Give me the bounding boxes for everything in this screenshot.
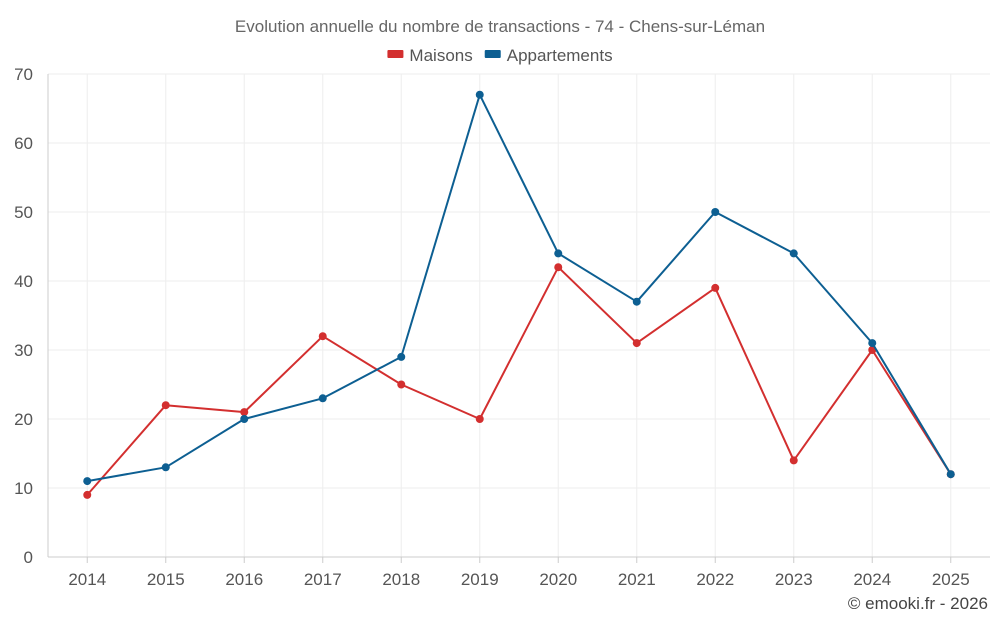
y-tick-label: 40 [14, 272, 33, 291]
y-axis: 0 10 20 30 40 50 60 70 [14, 65, 33, 567]
data-point-appartements[interactable] [475, 90, 484, 99]
data-point-appartements[interactable] [946, 470, 955, 479]
y-tick-label: 10 [14, 479, 33, 498]
legend-swatch-appartements[interactable] [484, 50, 501, 58]
x-tick-label: 2021 [618, 570, 656, 589]
y-tick-label: 70 [14, 65, 33, 84]
data-point-maisons[interactable] [632, 339, 641, 348]
data-point-appartements[interactable] [240, 415, 249, 423]
chart-title: Evolution annuelle du nombre de transact… [235, 17, 765, 36]
data-point-appartements[interactable] [161, 463, 170, 472]
data-point-maisons[interactable] [318, 332, 327, 341]
x-tick-label: 2023 [775, 570, 813, 589]
y-tick-label: 20 [14, 410, 33, 429]
data-point-appartements[interactable] [868, 339, 877, 348]
y-tick-label: 60 [14, 134, 33, 153]
x-tick-label: 2014 [68, 570, 106, 589]
y-tick-label: 30 [14, 341, 33, 360]
data-point-maisons[interactable] [240, 408, 249, 417]
x-tick-label: 2018 [382, 570, 420, 589]
data-point-appartements[interactable] [318, 394, 327, 403]
series-layer [83, 90, 955, 499]
x-tick-label: 2016 [225, 570, 263, 589]
data-point-maisons[interactable] [83, 490, 92, 499]
series-line-appartements [87, 93, 952, 483]
x-tick-label: 2024 [853, 570, 891, 589]
legend-label-maisons[interactable]: Maisons [409, 46, 472, 65]
data-point-appartements[interactable] [711, 208, 720, 216]
x-tick-label: 2025 [932, 570, 970, 589]
legend: Maisons Appartements [387, 46, 613, 65]
x-tick-label: 2017 [304, 570, 342, 589]
data-point-appartements[interactable] [632, 297, 641, 306]
x-tick-label: 2022 [696, 570, 734, 589]
legend-swatch-maisons[interactable] [387, 50, 404, 58]
y-tick-label: 50 [14, 203, 33, 222]
series-line-maisons [86, 266, 952, 496]
data-point-maisons[interactable] [397, 380, 406, 389]
legend-label-appartements[interactable]: Appartements [507, 46, 613, 65]
data-point-maisons[interactable] [161, 401, 170, 410]
grid [47, 73, 990, 558]
x-tick-label: 2019 [461, 570, 499, 589]
data-point-maisons[interactable] [789, 456, 798, 465]
x-tick-label: 2020 [539, 570, 577, 589]
x-tick-label: 2015 [147, 570, 185, 589]
data-point-maisons[interactable] [554, 263, 563, 272]
data-point-appartements[interactable] [554, 249, 563, 258]
data-point-appartements[interactable] [789, 249, 798, 258]
credit-text: © emooki.fr - 2026 [848, 594, 988, 613]
data-point-maisons[interactable] [711, 283, 720, 292]
y-tick-label: 0 [24, 548, 33, 567]
data-point-appartements[interactable] [83, 477, 92, 486]
x-axis: 2014 2015 2016 2017 2018 2019 2020 2021 2022 2023… [68, 557, 970, 589]
data-point-maisons[interactable] [475, 415, 484, 423]
data-point-appartements[interactable] [397, 352, 406, 361]
